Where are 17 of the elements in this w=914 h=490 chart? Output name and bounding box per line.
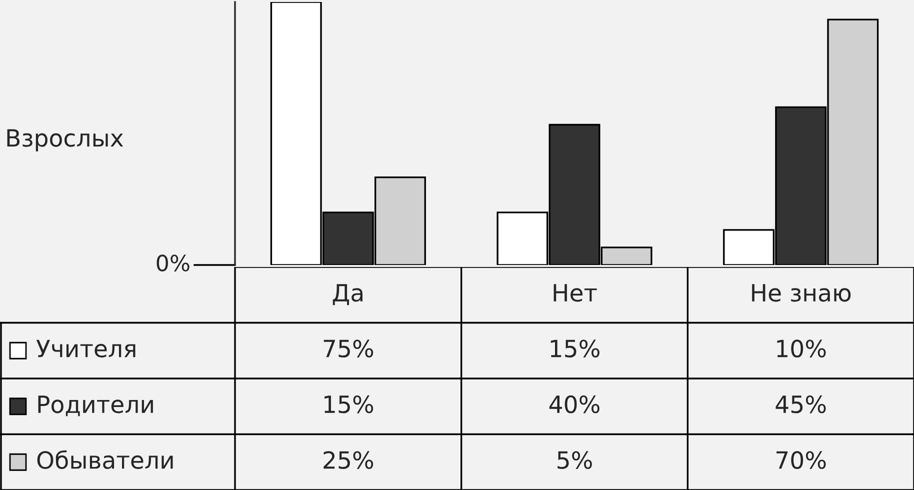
data-label: 15% <box>324 395 374 414</box>
data-label: 45% <box>776 395 826 414</box>
data-label: 25% <box>324 451 374 469</box>
data-label: 70% <box>776 451 826 469</box>
legend-label: Родители <box>38 396 153 416</box>
x-tick-label: Нет <box>554 284 597 302</box>
legend-label: Учителя <box>36 340 136 358</box>
x-tick-label: Не знаю <box>752 284 851 302</box>
text: 0% <box>156 254 190 272</box>
data-label: 75% <box>324 340 374 358</box>
data-label: 40% <box>549 395 600 414</box>
data-label: 10% <box>777 340 826 358</box>
legend-label: Обыватели <box>37 450 173 469</box>
data-label: 5% <box>558 451 592 469</box>
x-tick-label: Да <box>332 284 362 306</box>
data-label: 15% <box>550 340 600 358</box>
y-axis-title: Взрослых <box>7 129 124 152</box>
